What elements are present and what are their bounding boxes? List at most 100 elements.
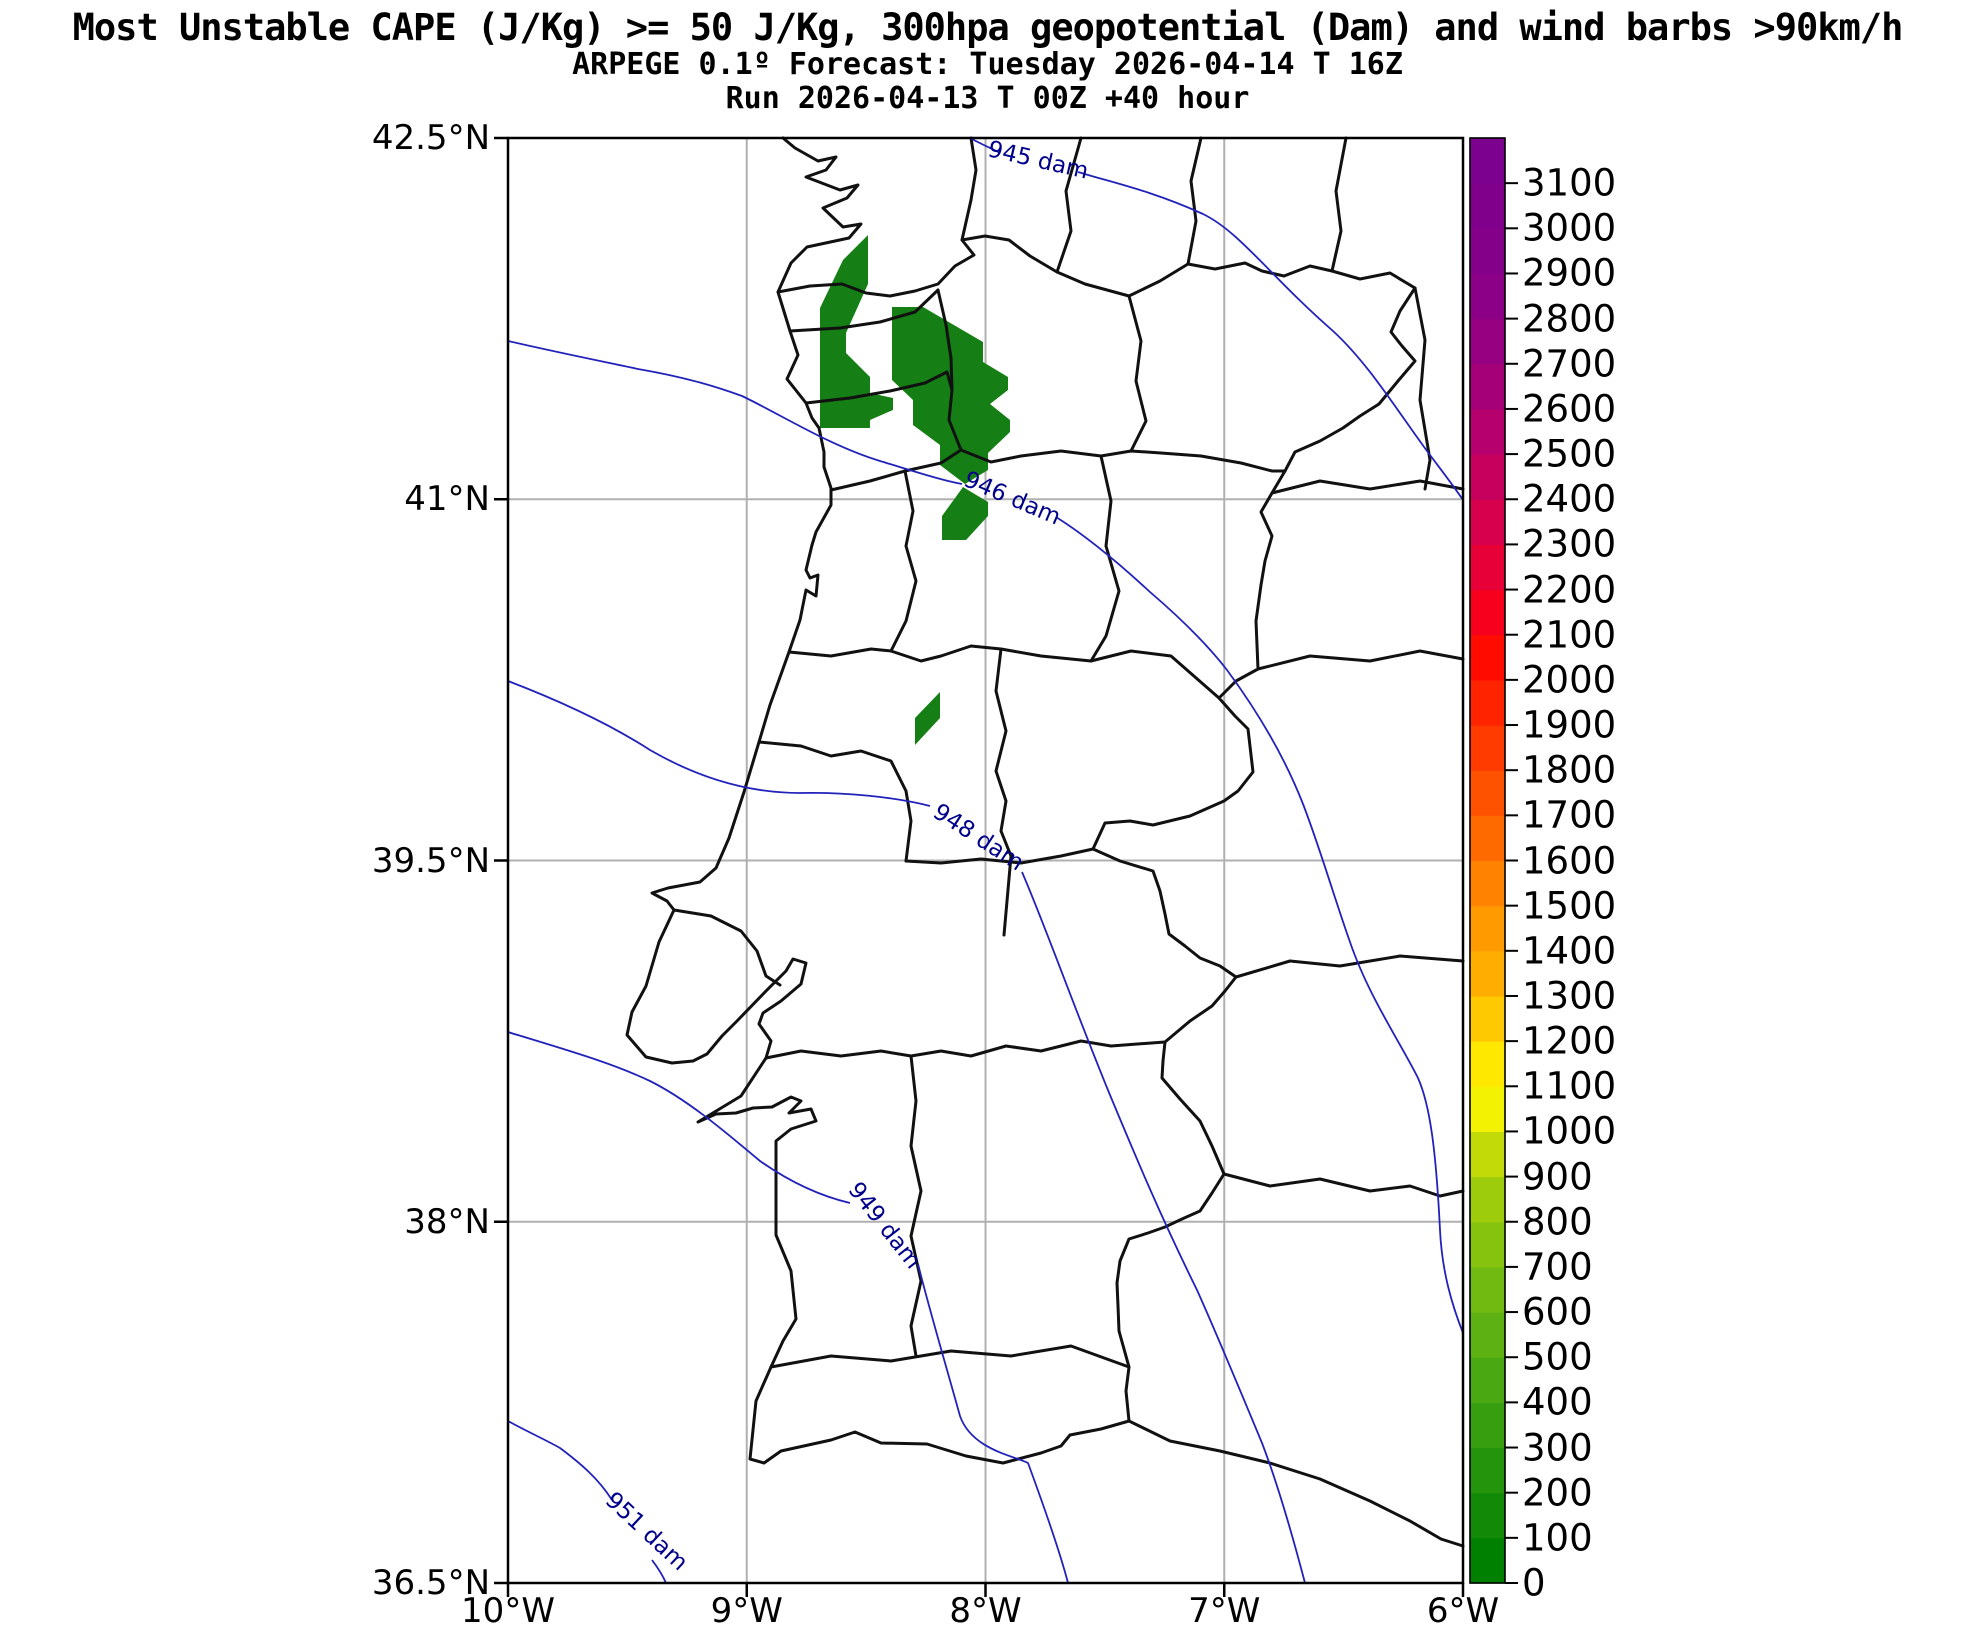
district-boundary-path <box>909 1054 923 1358</box>
x-axis-tick-label: 9°W <box>710 1591 783 1631</box>
district-boundary-path <box>829 448 1287 492</box>
colorbar-tick-label: 1500 <box>1522 884 1617 928</box>
colorbar-tick-label: 1300 <box>1522 974 1617 1018</box>
colorbar-cell <box>1470 499 1505 546</box>
colorbar-tick-label: 2900 <box>1522 251 1617 295</box>
colorbar-cell <box>1470 1492 1505 1539</box>
colorbar-cell <box>1470 725 1505 771</box>
colorbar-cell <box>1470 138 1505 184</box>
colorbar-cell <box>1470 228 1505 275</box>
district-boundary-path <box>804 370 954 405</box>
colorbar-cell <box>1470 1131 1505 1178</box>
colorbar-cell <box>1470 950 1505 997</box>
district-boundary-path <box>672 908 782 987</box>
spain-province-boundary-path <box>1270 479 1465 495</box>
colorbar-tick-label: 0 <box>1522 1561 1546 1605</box>
spain-province-boundary-path <box>1186 136 1203 266</box>
chart-subtitle-forecast: ARPEGE 0.1º Forecast: Tuesday 2026-04-14… <box>572 47 1403 82</box>
colorbar-tick-label: 2500 <box>1522 432 1617 476</box>
colorbar-cell <box>1470 1357 1505 1403</box>
colorbar-tick-label: 2200 <box>1522 568 1617 612</box>
district-boundary-path <box>788 288 940 333</box>
colorbar-tick-label: 2100 <box>1522 613 1617 657</box>
district-boundary-path <box>889 469 918 653</box>
district-boundary-path <box>936 288 963 452</box>
geopotential-contour-line <box>651 1559 667 1584</box>
colorbar-tick-label: 2600 <box>1522 387 1617 431</box>
colorbar-cell <box>1470 544 1505 591</box>
colorbar-cell <box>1470 860 1505 907</box>
geopotential-contour-line <box>917 1263 1069 1584</box>
district-boundary-path <box>787 644 1221 700</box>
colorbar-cell <box>1470 273 1505 320</box>
colorbar-cell <box>1470 995 1505 1042</box>
colorbar-cell <box>1470 770 1505 816</box>
colorbar-cell <box>1470 1266 1505 1313</box>
colorbar-tick-label: 2700 <box>1522 342 1617 386</box>
spain-province-boundary-path <box>1413 286 1432 491</box>
colorbar-tick-label: 1000 <box>1522 1109 1617 1153</box>
cape-region-polygon <box>942 487 988 540</box>
colorbar-tick-label: 100 <box>1522 1516 1593 1560</box>
colorbar-cell <box>1470 1447 1505 1494</box>
colorbar-tick-label: 900 <box>1522 1155 1593 1199</box>
colorbar-tick-label: 1200 <box>1522 1019 1617 1063</box>
colorbar-tick-label: 600 <box>1522 1290 1593 1334</box>
colorbar-cell <box>1470 363 1505 410</box>
x-axis-tick-label: 8°W <box>949 1591 1022 1631</box>
colorbar-tick-label: 3000 <box>1522 206 1617 250</box>
y-axis-tick-label: 38°N <box>404 1201 490 1242</box>
spain-province-boundary-path <box>1055 136 1083 274</box>
colorbar <box>1469 137 1518 1584</box>
colorbar-tick-label: 1400 <box>1522 929 1617 973</box>
district-boundary-path <box>1089 454 1121 663</box>
geopotential-contour-line <box>1021 871 1306 1584</box>
chart-title: Most Unstable CAPE (J/Kg) >= 50 J/Kg, 30… <box>72 6 1904 49</box>
spain-province-boundary-path <box>1127 1419 1465 1548</box>
colorbar-tick-label: 2800 <box>1522 297 1617 341</box>
colorbar-tick-label: 1700 <box>1522 793 1617 837</box>
colorbar-tick-label: 1100 <box>1522 1064 1617 1108</box>
colorbar-cell <box>1470 1537 1505 1584</box>
geography-boundaries <box>625 136 1465 1548</box>
colorbar-tick-label: 1900 <box>1522 703 1617 747</box>
y-axis-tick-label: 41°N <box>404 479 490 520</box>
colorbar-tick-label: 1800 <box>1522 748 1617 792</box>
coastline-path <box>625 136 1131 1465</box>
y-axis-tick-label: 39.5°N <box>371 840 490 881</box>
colorbar-cell <box>1470 589 1505 636</box>
geopotential-contour-line <box>1055 516 1464 1334</box>
colorbar-cell <box>1470 815 1505 862</box>
spain-province-boundary-path <box>1256 649 1465 671</box>
y-axis-tick-label: 36.5°N <box>371 1563 490 1603</box>
colorbar-tick-label: 400 <box>1522 1380 1593 1424</box>
spain-province-boundary-path <box>960 136 978 242</box>
colorbar-cell <box>1470 634 1505 681</box>
district-boundary-path <box>904 847 1095 865</box>
colorbar-cell <box>1470 1176 1505 1223</box>
colorbar-cell <box>1470 318 1505 365</box>
geopotential-contour-line <box>507 1420 613 1501</box>
colorbar-tick-label: 500 <box>1522 1335 1593 1379</box>
geopotential-contour-line <box>507 340 963 485</box>
colorbar-tick-label: 200 <box>1522 1471 1593 1515</box>
colorbar-cell <box>1470 408 1505 455</box>
colorbar-tick-label: 2000 <box>1522 658 1617 702</box>
spain-province-boundary-path <box>1222 1172 1465 1198</box>
colorbar-tick-label: 3100 <box>1522 161 1617 205</box>
country-border-path <box>776 234 1417 1423</box>
chart-subtitle-run: Run 2026-04-13 T 00Z +40 hour <box>725 81 1250 116</box>
colorbar-cell <box>1470 1221 1505 1268</box>
colorbar-cell <box>1470 1402 1505 1449</box>
geopotential-contour-line <box>969 137 1001 154</box>
spain-province-boundary-path <box>1234 954 1465 979</box>
colorbar-cell <box>1470 1041 1505 1087</box>
geopotential-contour-line <box>1077 171 1464 501</box>
colorbar-cell <box>1470 1086 1505 1133</box>
colorbar-tick-label: 800 <box>1522 1200 1593 1244</box>
axes-frame <box>494 136 1465 1597</box>
district-boundary-path <box>757 740 913 863</box>
x-axis-tick-label: 7°W <box>1188 1591 1261 1631</box>
